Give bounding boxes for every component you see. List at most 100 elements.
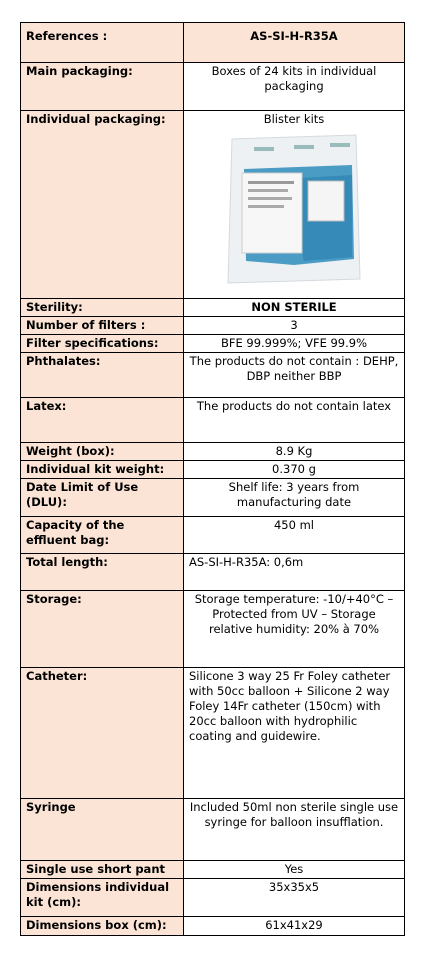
product-image [189,129,399,293]
table-row: Total length: AS-SI-H-R35A: 0,6m [20,553,405,591]
row-label: Latex: [20,397,184,443]
value-text: The products do not contain latex [196,399,392,413]
label-text: References : [26,29,108,43]
label-text: Individual kit weight: [26,462,165,476]
table-row: Individual packaging: Blister kits [20,110,405,299]
table-row: Individual kit weight: 0.370 g [20,460,405,479]
row-label: Filter specifications: [20,334,184,353]
table-row: References : AS-SI-H-R35A [20,22,405,63]
row-value: Included 50ml non sterile single use syr… [183,798,405,861]
value-text: 35x35x5 [268,880,320,894]
row-label: Dimensions box (cm): [20,916,184,936]
table-row: Weight (box): 8.9 Kg [20,442,405,461]
value-text: 8.9 Kg [275,444,313,458]
row-label: Main packaging: [20,62,184,111]
label-text: Phthalates: [26,354,101,368]
value-text: Storage temperature: -10/+40°C – Protect… [194,592,394,636]
row-value: Yes [183,860,405,879]
blister-kit-photo [227,134,361,284]
row-value: NON STERILE [183,298,405,317]
row-label: Individual kit weight: [20,460,184,479]
label-text: Individual packaging: [26,112,166,126]
label-text: Weight (box): [26,444,115,458]
row-label: Total length: [20,553,184,591]
row-value: BFE 99.999%; VFE 99.9% [183,334,405,353]
label-text: Main packaging: [26,64,133,78]
label-text: Date Limit of Use (DLU): [26,480,139,509]
row-value: 450 ml [183,516,405,554]
value-text: The products do not contain : DEHP, DBP … [189,354,399,383]
row-value: AS-SI-H-R35A: 0,6m [183,553,405,591]
value-text: Yes [284,862,304,876]
label-text: Latex: [26,399,67,413]
value-text: 61x41x29 [265,918,323,932]
row-value: Blister kits [183,110,405,299]
value-text: Blister kits [263,112,325,126]
row-value: 3 [183,316,405,335]
row-label: Individual packaging: [20,110,184,299]
value-text: AS-SI-H-R35A: 0,6m [189,555,304,569]
row-label: Capacity of the effluent bag: [20,516,184,554]
table-body: References : AS-SI-H-R35A Main packaging: B… [20,22,405,936]
value-text: NON STERILE [251,300,337,314]
label-text: Syringe [26,800,76,814]
row-value: 35x35x5 [183,878,405,917]
row-label: Sterility: [20,298,184,317]
label-text: Storage: [26,592,82,606]
row-label: Date Limit of Use (DLU): [20,478,184,517]
table-row: Filter specifications: BFE 99.999%; VFE 9… [20,334,405,353]
row-label: Weight (box): [20,442,184,461]
value-text: 0.370 g [272,462,316,476]
table-row: Syringe Included 50ml non sterile single … [20,798,405,861]
value-text: BFE 99.999%; VFE 99.9% [220,336,368,350]
row-value: Boxes of 24 kits in individual packaging [183,62,405,111]
label-text: Single use short pant [26,862,166,876]
row-value: Silicone 3 way 25 Fr Foley catheter with… [183,667,405,799]
table-row: Sterility: NON STERILE [20,298,405,317]
row-value: 61x41x29 [183,916,405,936]
table-row: Capacity of the effluent bag: 450 ml [20,516,405,554]
row-label: Number of filters : [20,316,184,335]
table-row: Number of filters : 3 [20,316,405,335]
table-row: Phthalates: The products do not contain :… [20,352,405,398]
row-value: 0.370 g [183,460,405,479]
row-value: The products do not contain latex [183,397,405,443]
row-label: References : [20,22,184,63]
table-row: Main packaging: Boxes of 24 kits in indiv… [20,62,405,111]
table-row: Single use short pant Yes [20,860,405,879]
value-text: Included 50ml non sterile single use syr… [189,800,399,829]
row-label: Phthalates: [20,352,184,398]
label-text: Catheter: [26,669,88,683]
spec-table: References : AS-SI-H-R35A Main packaging: B… [20,22,405,936]
value-text: Shelf life: 3 years from manufacturing d… [228,480,360,509]
table-row: Catheter: Silicone 3 way 25 Fr Foley cath… [20,667,405,799]
label-text: Capacity of the effluent bag: [26,518,125,547]
value-text: AS-SI-H-R35A [250,29,338,43]
label-text: Number of filters : [26,318,146,332]
value-text: Boxes of 24 kits in individual packaging [211,64,377,93]
table-row: Date Limit of Use (DLU): Shelf life: 3 ye… [20,478,405,517]
label-text: Dimensions box (cm): [26,918,167,932]
table-row: Dimensions individual kit (cm): 35x35x5 [20,878,405,917]
row-value: Shelf life: 3 years from manufacturing d… [183,478,405,517]
value-text: 3 [290,318,298,332]
value-text: 450 ml [273,518,314,532]
row-value: AS-SI-H-R35A [183,22,405,63]
label-text: Total length: [26,555,108,569]
table-row: Storage: Storage temperature: -10/+40°C –… [20,590,405,668]
row-label: Dimensions individual kit (cm): [20,878,184,917]
row-value: Storage temperature: -10/+40°C – Protect… [183,590,405,668]
row-label: Catheter: [20,667,184,799]
label-text: Dimensions individual kit (cm): [26,880,170,909]
row-label: Single use short pant [20,860,184,879]
label-text: Filter specifications: [26,336,159,350]
value-text: Silicone 3 way 25 Fr Foley catheter with… [189,669,391,743]
row-value: 8.9 Kg [183,442,405,461]
table-row: Dimensions box (cm): 61x41x29 [20,916,405,936]
row-value: The products do not contain : DEHP, DBP … [183,352,405,398]
label-text: Sterility: [26,300,83,314]
table-row: Latex: The products do not contain latex [20,397,405,443]
row-label: Syringe [20,798,184,861]
row-label: Storage: [20,590,184,668]
